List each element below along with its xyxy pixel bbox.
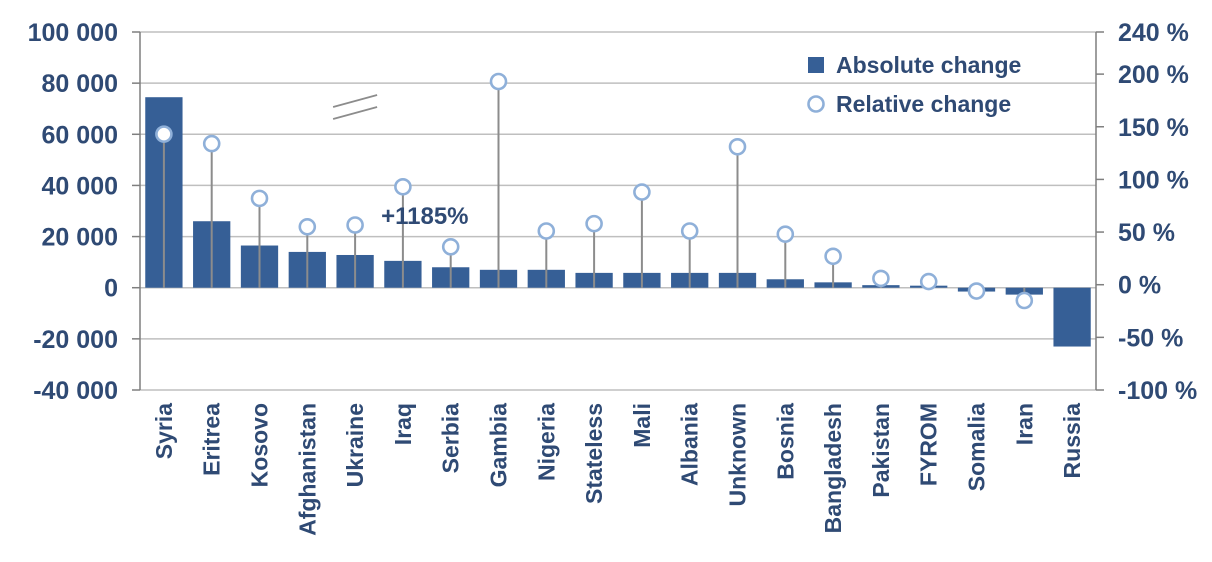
left-axis-tick-label: 100 000 — [28, 19, 118, 47]
legend-swatch-relative — [807, 95, 825, 113]
category-label: Ukraine — [342, 403, 368, 487]
right-axis-tick-label: -50 % — [1118, 324, 1183, 352]
category-label: Stateless — [581, 403, 607, 504]
marker-gambia — [489, 72, 508, 91]
category-label: Albania — [677, 403, 703, 486]
marker-ukraine — [346, 216, 364, 234]
marker-nigeria — [537, 222, 556, 240]
category-label: Russia — [1059, 403, 1085, 479]
left-axis-tick-label: 40 000 — [42, 172, 118, 200]
marker-unknown — [728, 137, 747, 156]
axis-break-slash — [332, 106, 378, 120]
marker-somalia — [967, 282, 986, 300]
gridlines — [140, 31, 1096, 391]
category-label: Serbia — [438, 403, 464, 474]
marker-albania — [680, 222, 699, 240]
left-axis-tick-label: 20 000 — [42, 224, 118, 252]
marker-bangladesh — [824, 247, 842, 266]
markers — [155, 72, 1034, 310]
marker-iran — [1015, 291, 1034, 310]
left-axis-tick-label: 0 — [104, 275, 118, 303]
left-axis-tick-label: 60 000 — [42, 121, 118, 149]
category-label: Bosnia — [772, 403, 798, 480]
marker-pakistan — [872, 269, 890, 288]
marker-fyrom — [919, 272, 938, 291]
legend-label-absolute: Absolute change — [836, 52, 1021, 78]
category-label: Kosovo — [247, 403, 273, 487]
category-label: Bangladesh — [820, 403, 846, 533]
right-axis-tick-label: 0 % — [1118, 272, 1161, 300]
category-label: Nigeria — [533, 403, 559, 481]
marker-bosnia — [776, 225, 795, 243]
legend-swatch-absolute — [808, 57, 824, 73]
category-label: Afghanistan — [294, 403, 320, 536]
annotation-label: +1185% — [381, 203, 468, 230]
marker-iraq — [394, 177, 412, 196]
marker-serbia — [441, 238, 460, 256]
legend-label-relative: Relative change — [836, 91, 1011, 117]
marker-mali — [633, 183, 651, 201]
right-axis-tick-label: 150 % — [1118, 114, 1189, 142]
category-label: Gambia — [486, 403, 512, 488]
marker-stateless — [585, 214, 603, 233]
left-axis-tick-label: 80 000 — [42, 70, 118, 98]
stems — [162, 81, 1026, 301]
axes — [132, 31, 1104, 391]
right-axis-tick-label: 100 % — [1118, 166, 1189, 194]
marker-afghanistan — [298, 217, 317, 236]
left-axis-tick-label: -20 000 — [33, 326, 118, 354]
axis-break-gap — [329, 92, 381, 124]
bar-russia — [1053, 287, 1091, 347]
category-label: Eritrea — [199, 403, 225, 476]
legend: Absolute change Relative change — [807, 52, 1021, 117]
right-axis-tick-label: 240 % — [1118, 19, 1189, 47]
right-axis-tick-label: 200 % — [1118, 61, 1189, 89]
category-label: Mali — [629, 403, 655, 448]
category-label: Somalia — [964, 403, 990, 491]
labels: -40 000 -20 000 0 20 000 40 000 60 000 80 000 1… — [28, 19, 1198, 536]
category-label: Unknown — [725, 403, 751, 507]
axis-break-slash — [332, 94, 378, 108]
marker-kosovo — [250, 189, 269, 208]
category-label: FYROM — [916, 403, 942, 486]
category-label: Syria — [151, 403, 177, 459]
right-axis-tick-label: -100 % — [1118, 377, 1197, 405]
category-label: Iran — [1011, 403, 1037, 445]
right-axis-tick-label: 50 % — [1118, 219, 1175, 247]
category-label: Iraq — [390, 403, 416, 445]
marker-syria — [155, 125, 173, 143]
category-label: Pakistan — [868, 403, 894, 498]
marker-eritrea — [202, 134, 221, 153]
left-axis-tick-label: -40 000 — [33, 377, 118, 405]
